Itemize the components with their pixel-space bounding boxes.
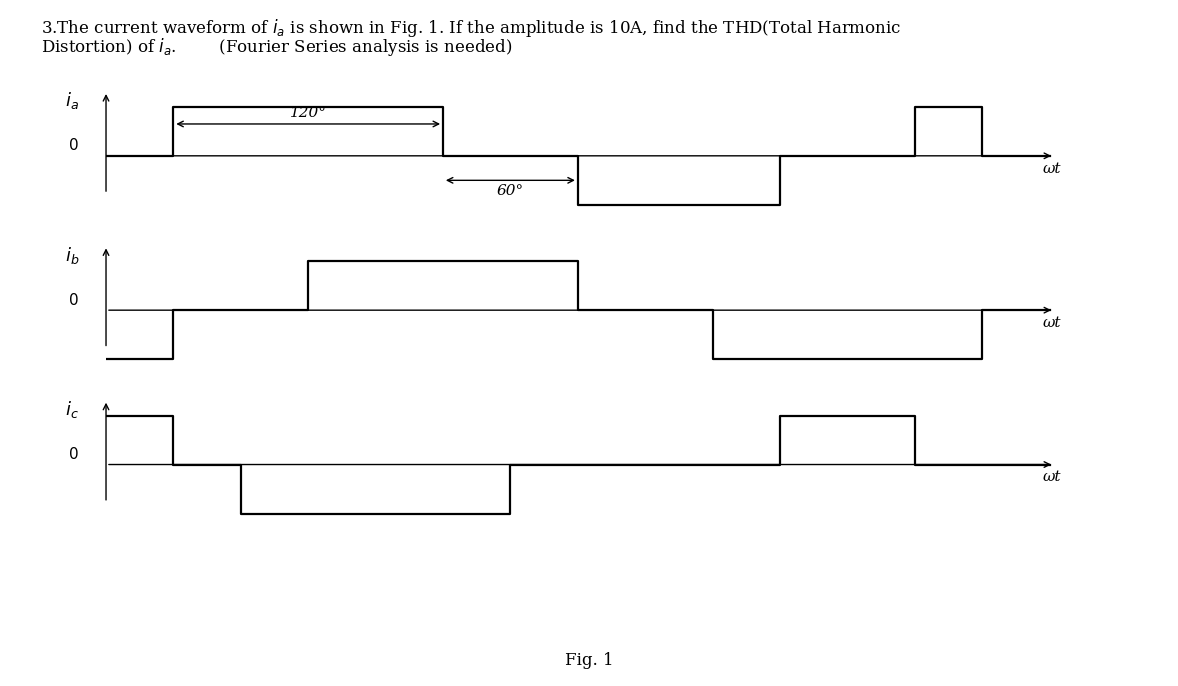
Text: 60°: 60° [497,185,524,198]
Text: $i_a$: $i_a$ [65,90,79,111]
Text: 3.The current waveform of $i_a$ is shown in Fig. 1. If the amplitude is 10A, fin: 3.The current waveform of $i_a$ is shown… [41,17,901,39]
Text: 0: 0 [70,293,79,308]
Text: 0: 0 [70,447,79,462]
Text: Distortion) of $i_a$.        (Fourier Series analysis is needed): Distortion) of $i_a$. (Fourier Series an… [41,36,512,58]
Text: ωt: ωt [1043,162,1060,176]
Text: Fig. 1: Fig. 1 [564,652,614,669]
Text: 120°: 120° [290,106,326,120]
Text: $i_b$: $i_b$ [65,244,79,265]
Text: 0: 0 [70,139,79,154]
Text: ωt: ωt [1043,471,1060,484]
Text: ωt: ωt [1043,316,1060,330]
Text: $i_c$: $i_c$ [65,399,79,420]
